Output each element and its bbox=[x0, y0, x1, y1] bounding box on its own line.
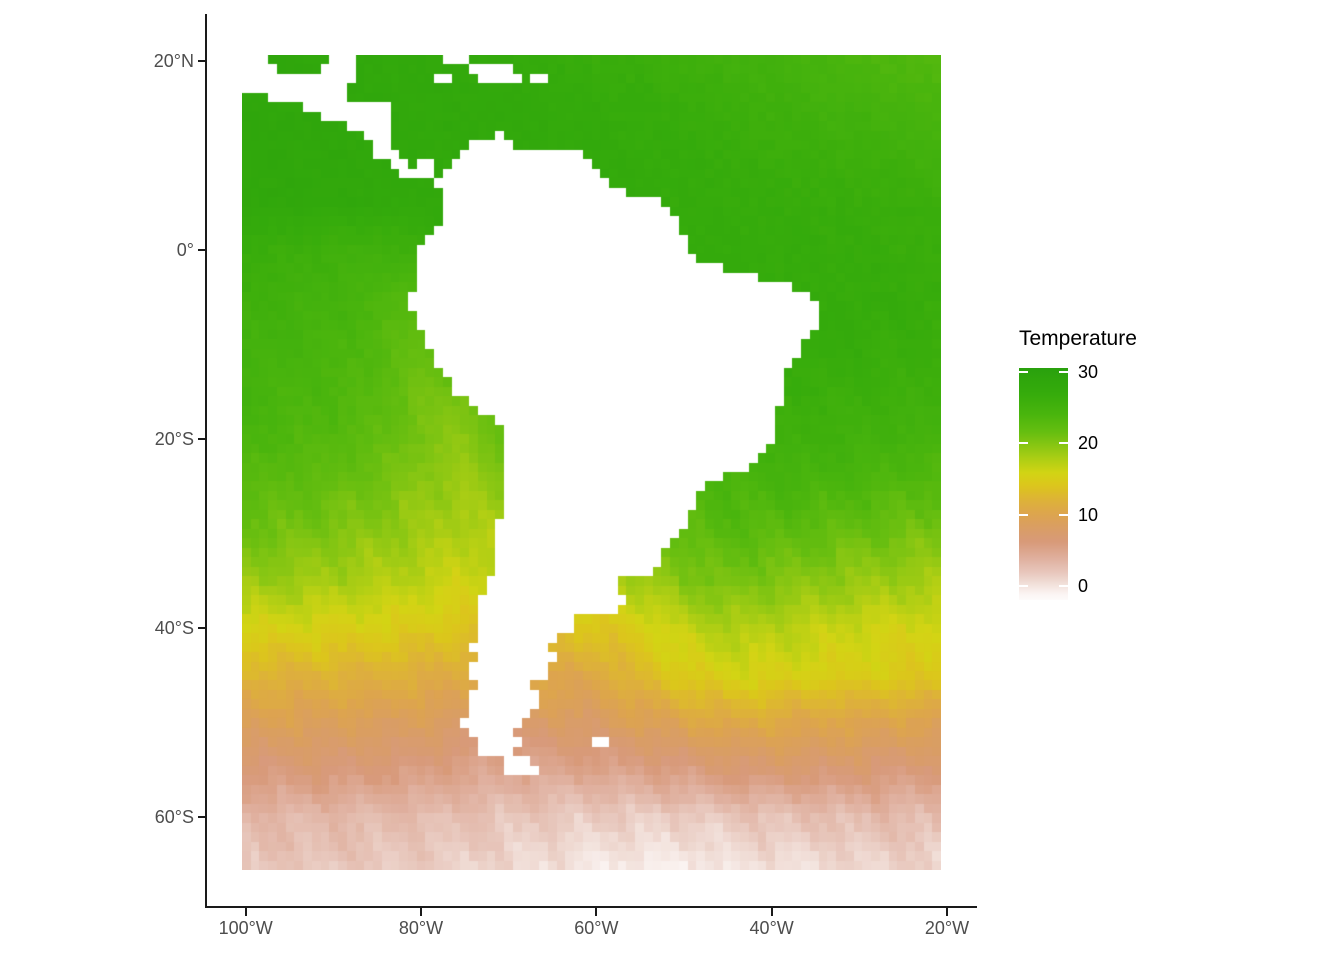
y-axis-tick bbox=[198, 627, 206, 629]
y-axis-tick bbox=[198, 438, 206, 440]
legend-break-tick bbox=[1059, 513, 1068, 516]
legend-break-label: 10 bbox=[1078, 504, 1099, 525]
legend-title: Temperature bbox=[1019, 327, 1137, 350]
legend-colorbar bbox=[1019, 368, 1068, 600]
x-axis-tick bbox=[244, 908, 247, 916]
x-axis-tick-label: 20°W bbox=[924, 918, 970, 938]
y-axis-tick-label: 0° bbox=[176, 240, 194, 260]
x-axis-tick-label: 100°W bbox=[218, 918, 273, 938]
y-axis-tick-label: 40°S bbox=[154, 618, 194, 638]
sst-raster-map bbox=[242, 55, 941, 870]
x-axis-tick-label: 60°W bbox=[574, 918, 619, 938]
legend-break-label: 20 bbox=[1078, 433, 1099, 454]
y-axis-tick-label: 60°S bbox=[154, 807, 194, 827]
legend-break-label: 30 bbox=[1078, 362, 1099, 383]
legend-break-tick bbox=[1019, 584, 1028, 587]
legend-break-tick bbox=[1019, 371, 1028, 374]
legend-break-tick bbox=[1019, 513, 1028, 516]
legend-break-tick bbox=[1019, 442, 1028, 445]
y-axis-tick bbox=[198, 816, 206, 818]
x-axis-tick-label: 80°W bbox=[398, 918, 444, 938]
legend-break-tick bbox=[1059, 371, 1068, 374]
y-axis-tick-label: 20°N bbox=[153, 51, 194, 71]
y-axis-tick-label: 20°S bbox=[154, 429, 194, 449]
x-axis-line bbox=[205, 906, 977, 908]
y-axis-tick bbox=[198, 249, 206, 251]
legend-break-label: 0 bbox=[1078, 575, 1089, 596]
x-axis-tick bbox=[420, 908, 423, 916]
y-axis-tick bbox=[198, 60, 206, 62]
y-axis-line bbox=[205, 14, 207, 908]
legend-break-tick bbox=[1059, 442, 1068, 445]
x-axis-tick-label: 40°W bbox=[749, 918, 794, 938]
x-axis-tick bbox=[945, 908, 948, 916]
x-axis-tick bbox=[770, 908, 773, 916]
x-axis-tick bbox=[595, 908, 598, 916]
legend-break-tick bbox=[1059, 584, 1068, 587]
